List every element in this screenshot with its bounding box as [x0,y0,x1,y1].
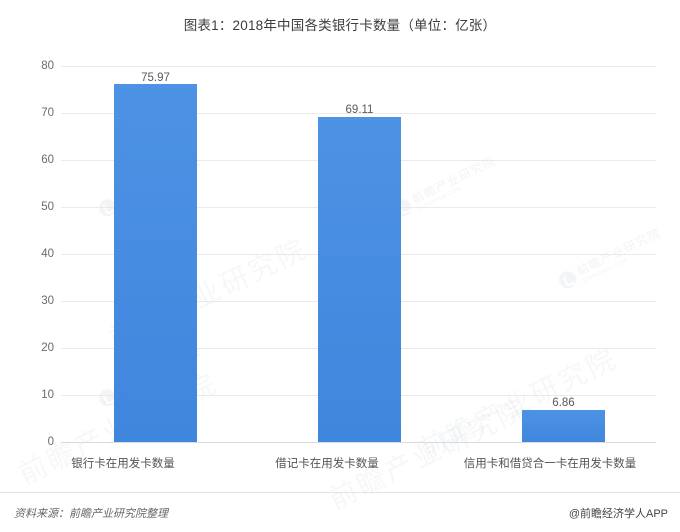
y-tick-label: 10 [41,389,54,401]
y-tick-label: 70 [41,107,54,119]
x-tick-label-1: 借记卡在用发卡数量 [275,458,379,470]
brand-note: @前瞻经济学人APP [568,508,668,520]
y-tick-label: 60 [41,154,54,166]
bar-value-label: 6.86 [552,397,575,409]
bar-value-label: 75.97 [141,72,170,84]
footer-divider [0,492,680,493]
y-tick-label: 20 [41,342,54,354]
y-tick-label: 50 [41,201,54,213]
x-axis-line [61,442,656,443]
y-tick-label: 0 [47,436,54,448]
grid-line [61,113,656,114]
bar-借记卡在用发卡数量 [318,116,401,442]
y-tick-label: 40 [41,248,54,260]
bar-信用卡和借贷合一卡在用发卡数量 [522,409,605,442]
plot-area: 75.97 69.11 6.86 [61,66,656,443]
x-tick-label-0: 银行卡在用发卡数量 [71,458,175,470]
bar-银行卡在用发卡数量 [114,84,197,442]
x-tick-label-2: 信用卡和借贷合一卡在用发卡数量 [463,458,637,470]
y-tick-label: 80 [41,60,54,72]
source-note: 资料来源：前瞻产业研究院整理 [14,508,168,520]
y-tick-label: 30 [41,295,54,307]
bar-value-label: 69.11 [345,104,374,116]
chart-title: 图表1：2018年中国各类银行卡数量（单位：亿张） [183,18,497,33]
grid-line [61,66,656,67]
